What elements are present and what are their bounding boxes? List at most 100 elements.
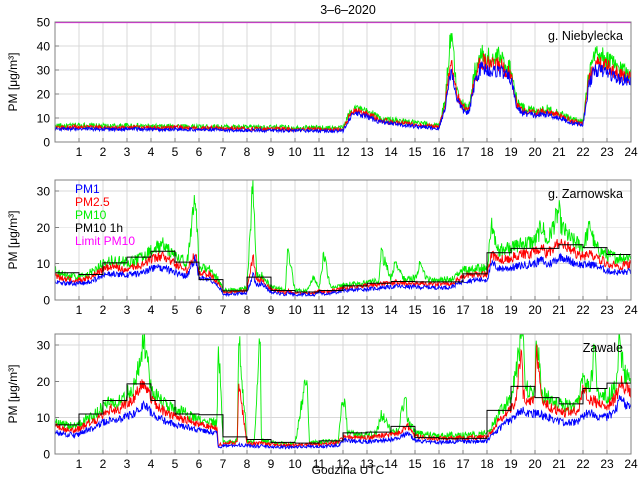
x-axis-label: Godzina UTC (312, 463, 385, 477)
series-pm1 (55, 395, 631, 450)
x-tick-label: 9 (268, 457, 275, 471)
x-tick-label: 19 (504, 303, 518, 317)
x-tick-label: 16 (432, 457, 446, 471)
x-tick-label: 16 (432, 145, 446, 159)
x-tick-label: 13 (360, 145, 374, 159)
x-tick-label: 11 (313, 145, 326, 159)
x-tick-label: 14 (384, 145, 398, 159)
y-tick-label: 0 (43, 294, 50, 308)
x-tick-label: 22 (576, 303, 590, 317)
x-tick-label: 6 (196, 457, 203, 471)
x-tick-label: 21 (552, 457, 566, 471)
x-tick-label: 5 (172, 457, 179, 471)
x-tick-label: 13 (360, 303, 374, 317)
legend-item-limit-pm10: Limit PM10 (75, 234, 135, 248)
x-tick-label: 8 (244, 145, 251, 159)
legend-item-pm1: PM1 (75, 182, 100, 196)
x-tick-label: 13 (360, 457, 374, 471)
x-tick-label: 23 (600, 303, 614, 317)
x-tick-label: 11 (313, 457, 326, 471)
x-tick-label: 15 (408, 145, 422, 159)
figure-title: 3–6–2020 (320, 3, 376, 17)
x-tick-label: 5 (172, 145, 179, 159)
y-tick-label: 20 (37, 221, 51, 235)
x-tick-label: 5 (172, 303, 179, 317)
x-tick-label: 19 (504, 457, 518, 471)
x-tick-label: 1 (76, 145, 83, 159)
series-pm10-1h-step (55, 244, 631, 293)
legend-item-pm10: PM10 (75, 208, 107, 222)
x-tick-label: 14 (384, 303, 398, 317)
x-tick-label: 2 (100, 457, 107, 471)
x-tick-label: 1 (76, 457, 83, 471)
x-tick-label: 7 (220, 303, 227, 317)
x-tick-label: 24 (624, 303, 638, 317)
x-tick-label: 21 (552, 303, 566, 317)
x-tick-label: 20 (528, 145, 542, 159)
y-tick-label: 10 (37, 411, 51, 425)
x-tick-label: 2 (100, 145, 107, 159)
x-tick-label: 23 (600, 457, 614, 471)
x-tick-label: 9 (268, 145, 275, 159)
series-pm1 (55, 61, 631, 135)
y-tick-label: 40 (37, 40, 51, 54)
x-tick-label: 16 (432, 303, 446, 317)
x-tick-label: 3 (124, 303, 131, 317)
x-tick-label: 22 (576, 145, 590, 159)
y-tick-label: 30 (37, 64, 51, 78)
legend-item-pm10-1h: PM10 1h (75, 221, 123, 235)
x-tick-label: 4 (148, 303, 155, 317)
x-tick-label: 19 (504, 145, 518, 159)
y-tick-label: 20 (37, 88, 51, 102)
x-tick-label: 15 (408, 303, 422, 317)
x-tick-label: 17 (456, 145, 470, 159)
x-tick-label: 8 (244, 303, 251, 317)
x-tick-label: 3 (124, 145, 131, 159)
x-tick-label: 6 (196, 145, 203, 159)
panel-station-label: Zawale (583, 341, 623, 355)
x-tick-label: 12 (336, 145, 350, 159)
x-tick-label: 10 (288, 145, 302, 159)
x-tick-label: 24 (624, 145, 638, 159)
x-tick-label: 7 (220, 145, 227, 159)
x-tick-label: 8 (244, 457, 251, 471)
x-tick-label: 14 (384, 457, 398, 471)
x-tick-label: 1 (76, 303, 83, 317)
x-tick-label: 17 (456, 303, 470, 317)
x-tick-label: 15 (408, 457, 422, 471)
x-tick-label: 4 (148, 145, 155, 159)
y-tick-label: 50 (37, 16, 51, 30)
x-tick-label: 21 (552, 145, 566, 159)
x-tick-label: 11 (313, 303, 326, 317)
panel-data-area (55, 22, 631, 135)
x-tick-label: 18 (480, 145, 494, 159)
y-tick-label: 10 (37, 112, 51, 126)
x-tick-label: 9 (268, 303, 275, 317)
y-axis-label: PM [μg/m³] (6, 53, 20, 112)
y-tick-label: 0 (43, 136, 50, 150)
x-tick-label: 6 (196, 303, 203, 317)
x-tick-label: 24 (624, 457, 638, 471)
x-tick-label: 3 (124, 457, 131, 471)
y-axis-label: PM [μg/m³] (6, 211, 20, 270)
panel-station-label: g. Niebylecka (548, 29, 623, 43)
legend-item-pm2-5: PM2.5 (75, 195, 110, 209)
series-pm10 (55, 33, 631, 132)
series-pm10-1h-step (55, 382, 631, 444)
x-tick-label: 18 (480, 303, 494, 317)
y-tick-label: 30 (37, 184, 51, 198)
y-tick-label: 20 (37, 375, 51, 389)
x-tick-label: 23 (600, 145, 614, 159)
x-tick-label: 18 (480, 457, 494, 471)
x-tick-label: 17 (456, 457, 470, 471)
y-tick-label: 10 (37, 257, 51, 271)
x-tick-label: 20 (528, 303, 542, 317)
x-tick-label: 20 (528, 457, 542, 471)
